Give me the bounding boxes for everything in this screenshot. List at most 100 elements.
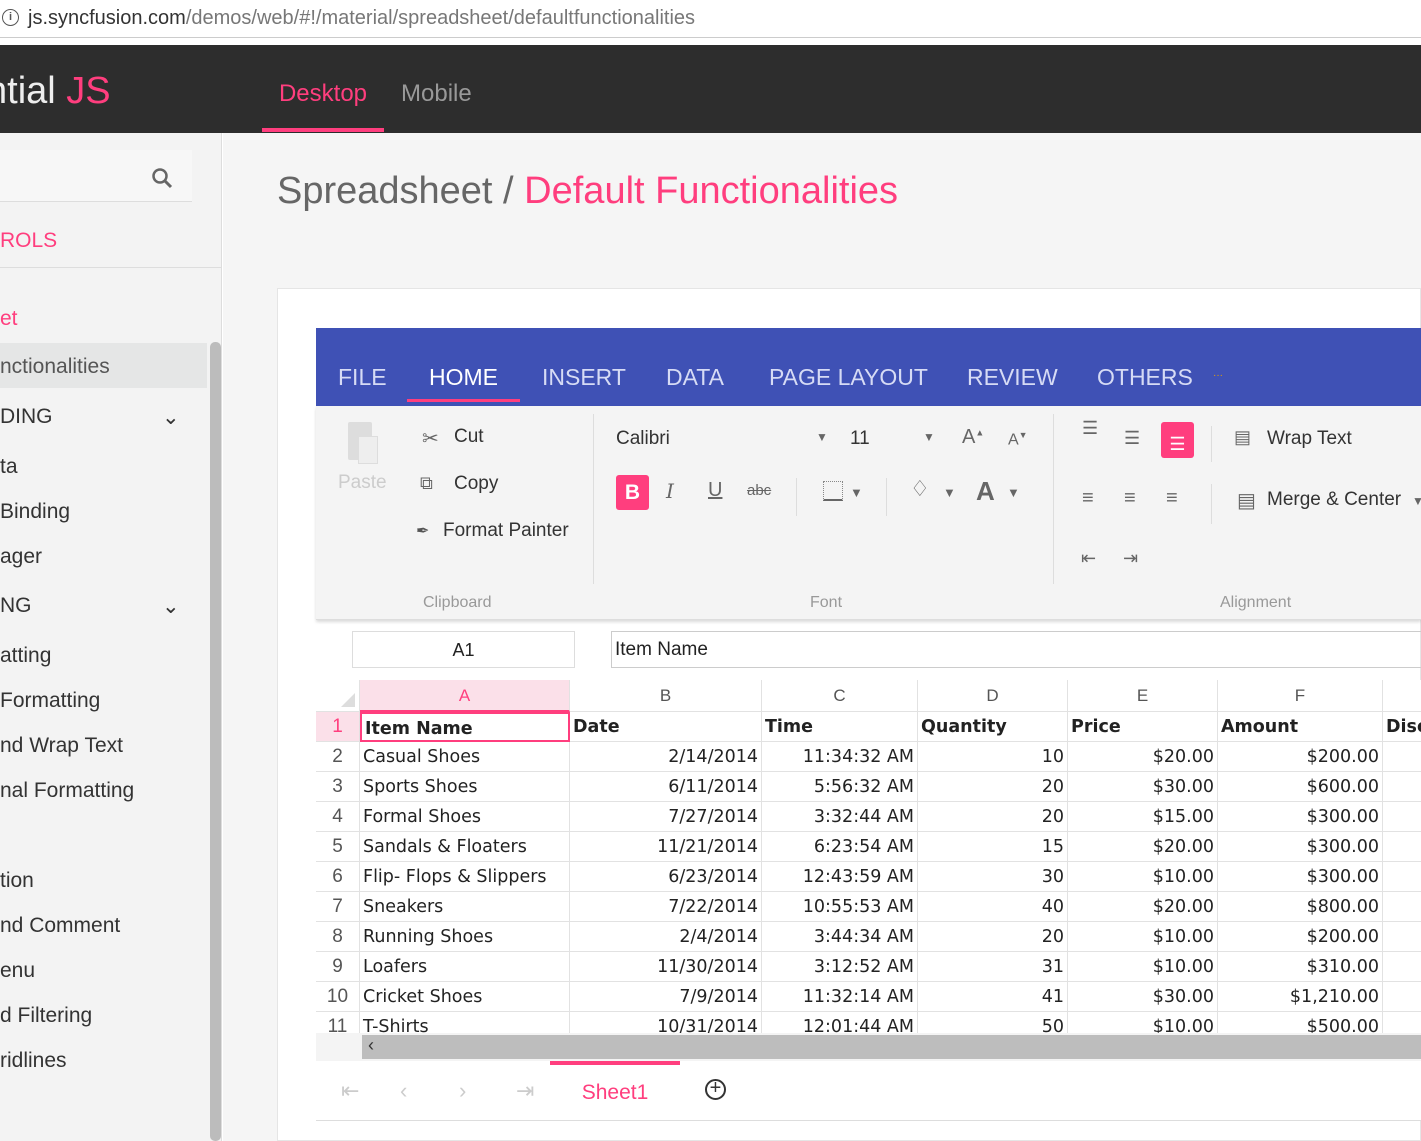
table-cell[interactable]: $500.00: [1218, 1012, 1383, 1033]
table-cell[interactable]: $10.00: [1068, 922, 1218, 952]
last-sheet-icon[interactable]: ⇥: [516, 1078, 535, 1103]
tab-others[interactable]: OTHERS: [1097, 364, 1193, 390]
table-cell[interactable]: $10.00: [1068, 1012, 1218, 1033]
wrap-text-button[interactable]: Wrap Text: [1267, 428, 1352, 449]
scroll-left-icon[interactable]: ‹: [368, 1035, 374, 1055]
table-cell[interactable]: $800.00: [1218, 892, 1383, 922]
sidebar-item-default-functionalities[interactable]: nctionalities: [0, 355, 110, 378]
table-cell[interactable]: $10.00: [1068, 952, 1218, 982]
table-cell[interactable]: $10.00: [1068, 862, 1218, 892]
table-cell[interactable]: $1,210.00: [1218, 982, 1383, 1012]
font-color-button[interactable]: A: [976, 476, 995, 506]
table-cell[interactable]: 3:12:52 AM: [762, 952, 918, 982]
table-cell[interactable]: $300.00: [1218, 862, 1383, 892]
table-cell[interactable]: [1383, 952, 1421, 982]
align-right-icon[interactable]: ≡: [1166, 487, 1178, 509]
prev-sheet-icon[interactable]: ‹: [400, 1078, 408, 1103]
italic-button[interactable]: I: [666, 479, 674, 503]
sidebar-scrollbar[interactable]: [210, 342, 221, 1141]
table-cell[interactable]: 7/27/2014: [570, 802, 762, 832]
format-painter-button[interactable]: Format Painter: [443, 520, 569, 541]
caret-down-icon[interactable]: ▼: [816, 430, 828, 444]
caret-down-icon[interactable]: ▼: [923, 430, 935, 444]
table-cell[interactable]: $200.00: [1218, 922, 1383, 952]
table-cell[interactable]: $20.00: [1068, 892, 1218, 922]
tab-desktop[interactable]: Desktop: [262, 80, 384, 132]
column-header[interactable]: [1383, 680, 1421, 712]
increase-font-icon[interactable]: A▲: [962, 426, 985, 448]
column-header[interactable]: F: [1218, 680, 1383, 712]
row-header[interactable]: 8: [316, 922, 360, 952]
cut-button[interactable]: Cut: [454, 426, 484, 447]
table-cell[interactable]: T-Shirts: [360, 1012, 570, 1033]
table-cell[interactable]: 2/4/2014: [570, 922, 762, 952]
row-header[interactable]: 3: [316, 772, 360, 802]
table-cell[interactable]: Running Shoes: [360, 922, 570, 952]
fill-color-icon[interactable]: ♢: [910, 476, 930, 501]
align-left-icon[interactable]: ≡: [1082, 487, 1094, 509]
table-cell[interactable]: 12:01:44 AM: [762, 1012, 918, 1033]
underline-button[interactable]: U: [708, 479, 723, 501]
sidebar-category[interactable]: et: [0, 307, 18, 330]
table-cell[interactable]: [1383, 772, 1421, 802]
logo[interactable]: ntial JS: [0, 70, 111, 113]
chevron-down-icon[interactable]: ⌄: [162, 406, 180, 429]
table-cell[interactable]: 10/31/2014: [570, 1012, 762, 1033]
font-size-dropdown[interactable]: 11: [850, 428, 870, 449]
row-header[interactable]: 10: [316, 982, 360, 1012]
align-center-icon[interactable]: ≡: [1124, 487, 1136, 509]
sidebar-item[interactable]: Formatting: [0, 689, 101, 712]
sidebar-group-binding[interactable]: DING: [0, 405, 53, 428]
header-cell[interactable]: Price: [1068, 712, 1218, 742]
search-icon[interactable]: [151, 167, 173, 189]
tab-data[interactable]: DATA: [666, 364, 724, 390]
tab-review[interactable]: REVIEW: [967, 364, 1058, 390]
header-cell[interactable]: Amount: [1218, 712, 1383, 742]
table-cell[interactable]: $30.00: [1068, 982, 1218, 1012]
first-sheet-icon[interactable]: ⇤: [341, 1078, 360, 1103]
row-header[interactable]: 11: [316, 1012, 360, 1033]
font-family-dropdown[interactable]: Calibri: [616, 428, 670, 449]
column-header[interactable]: E: [1068, 680, 1218, 712]
sidebar-item[interactable]: ta: [0, 455, 18, 478]
table-cell[interactable]: [1383, 832, 1421, 862]
row-header[interactable]: 1: [316, 712, 360, 742]
name-box[interactable]: A1: [352, 631, 575, 668]
sidebar-group-formatting[interactable]: NG: [0, 594, 32, 617]
table-cell[interactable]: 5:56:32 AM: [762, 772, 918, 802]
decrease-font-icon[interactable]: A▼: [1008, 430, 1028, 449]
column-header[interactable]: B: [570, 680, 762, 712]
table-cell[interactable]: Sports Shoes: [360, 772, 570, 802]
table-cell[interactable]: [1383, 742, 1421, 772]
tab-file[interactable]: FILE: [338, 364, 387, 390]
next-sheet-icon[interactable]: ›: [459, 1078, 467, 1103]
table-cell[interactable]: Casual Shoes: [360, 742, 570, 772]
table-cell[interactable]: $200.00: [1218, 742, 1383, 772]
header-cell[interactable]: Time: [762, 712, 918, 742]
scrollbar-thumb[interactable]: ‹: [362, 1035, 1421, 1059]
table-cell[interactable]: [1383, 982, 1421, 1012]
chevron-down-icon[interactable]: ⌄: [162, 595, 180, 618]
tab-home[interactable]: HOME: [407, 364, 520, 402]
tab-insert[interactable]: INSERT: [542, 364, 626, 390]
table-cell[interactable]: 10: [918, 742, 1068, 772]
header-cell[interactable]: Disc: [1383, 712, 1421, 742]
align-bottom-icon[interactable]: ☰: [1161, 422, 1194, 458]
sidebar-item[interactable]: tion: [0, 869, 34, 892]
sidebar-item[interactable]: enu: [0, 959, 36, 982]
sidebar-item[interactable]: Binding: [0, 500, 71, 523]
spreadsheet-grid[interactable]: A B C D E F 1 Item Name Date Time Quantity Price Amo…: [316, 680, 1421, 1033]
table-cell[interactable]: Sneakers: [360, 892, 570, 922]
sidebar-item[interactable]: atting: [0, 644, 52, 667]
sidebar-item[interactable]: ager: [0, 545, 43, 568]
table-cell[interactable]: $300.00: [1218, 802, 1383, 832]
tab-page-layout[interactable]: PAGE LAYOUT: [769, 364, 928, 390]
caret-down-icon[interactable]: ▼: [850, 485, 863, 500]
row-header[interactable]: 5: [316, 832, 360, 862]
table-cell[interactable]: Sandals & Floaters: [360, 832, 570, 862]
table-cell[interactable]: 7/22/2014: [570, 892, 762, 922]
header-cell[interactable]: Item Name: [360, 712, 570, 742]
table-cell[interactable]: 11:32:14 AM: [762, 982, 918, 1012]
tab-mobile[interactable]: Mobile: [401, 80, 472, 107]
table-cell[interactable]: $310.00: [1218, 952, 1383, 982]
